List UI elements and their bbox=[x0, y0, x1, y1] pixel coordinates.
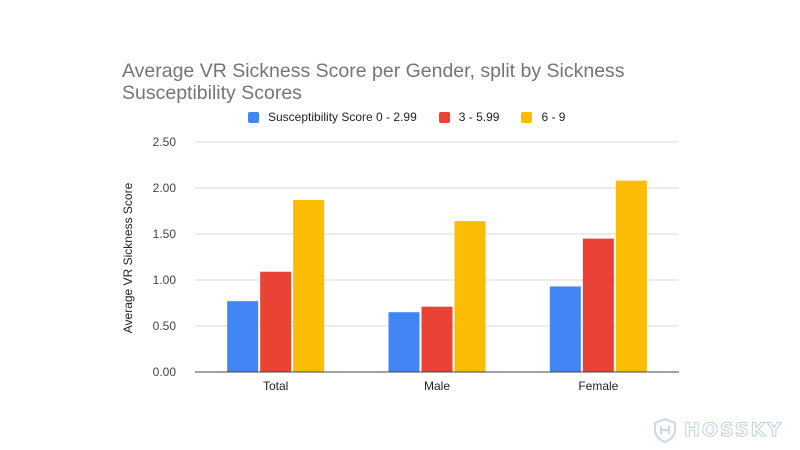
legend-label-series-3: 6 - 9 bbox=[541, 110, 566, 124]
chart-title: Average VR Sickness Score per Gender, sp… bbox=[122, 60, 625, 104]
bar-total-series-2[interactable] bbox=[260, 271, 292, 372]
y-tick-label: 0.50 bbox=[153, 319, 177, 333]
legend-item-series-3[interactable]: 6 - 9 bbox=[521, 110, 565, 124]
bar-male-series-2[interactable] bbox=[421, 306, 453, 372]
shield-logo-icon bbox=[653, 417, 677, 443]
legend-label-series-2: 3 - 5.99 bbox=[458, 110, 500, 124]
legend-item-series-1[interactable]: Susceptibility Score 0 - 2.99 bbox=[248, 110, 417, 124]
bar-total-series-1[interactable] bbox=[227, 301, 259, 372]
chart-legend: Susceptibility Score 0 - 2.99 3 - 5.99 6… bbox=[248, 110, 587, 124]
x-tick-label: Female bbox=[578, 379, 618, 393]
bar-male-series-1[interactable] bbox=[388, 312, 420, 372]
legend-item-series-2[interactable]: 3 - 5.99 bbox=[438, 110, 500, 124]
axes: 0.00 0.50 1.00 1.50 2.00 2.50 Total Male Female bbox=[153, 135, 679, 393]
y-tick-label: 2.50 bbox=[153, 135, 177, 149]
bar-female-series-2[interactable] bbox=[582, 238, 614, 372]
bar-female-series-3[interactable] bbox=[615, 180, 647, 372]
bar-male-series-3[interactable] bbox=[454, 221, 486, 372]
legend-label-series-1: Susceptibility Score 0 - 2.99 bbox=[268, 110, 417, 124]
y-tick-label: 1.00 bbox=[153, 273, 177, 287]
x-tick-label: Male bbox=[424, 379, 450, 393]
bar-female-series-1[interactable] bbox=[549, 286, 581, 372]
y-axis-label: Average VR Sickness Score bbox=[121, 182, 135, 333]
y-tick-label: 1.50 bbox=[153, 227, 177, 241]
legend-swatch-series-3 bbox=[521, 111, 533, 123]
legend-swatch-series-2 bbox=[438, 111, 450, 123]
bars bbox=[227, 180, 647, 372]
x-tick-label: Total bbox=[263, 379, 288, 393]
bar-total-series-3[interactable] bbox=[293, 199, 325, 372]
y-tick-label: 2.00 bbox=[153, 181, 177, 195]
watermark-text: HOSSKY bbox=[683, 419, 784, 442]
y-tick-label: 0.00 bbox=[153, 365, 177, 379]
legend-swatch-series-1 bbox=[248, 111, 259, 123]
watermark: HOSSKY bbox=[652, 417, 783, 443]
